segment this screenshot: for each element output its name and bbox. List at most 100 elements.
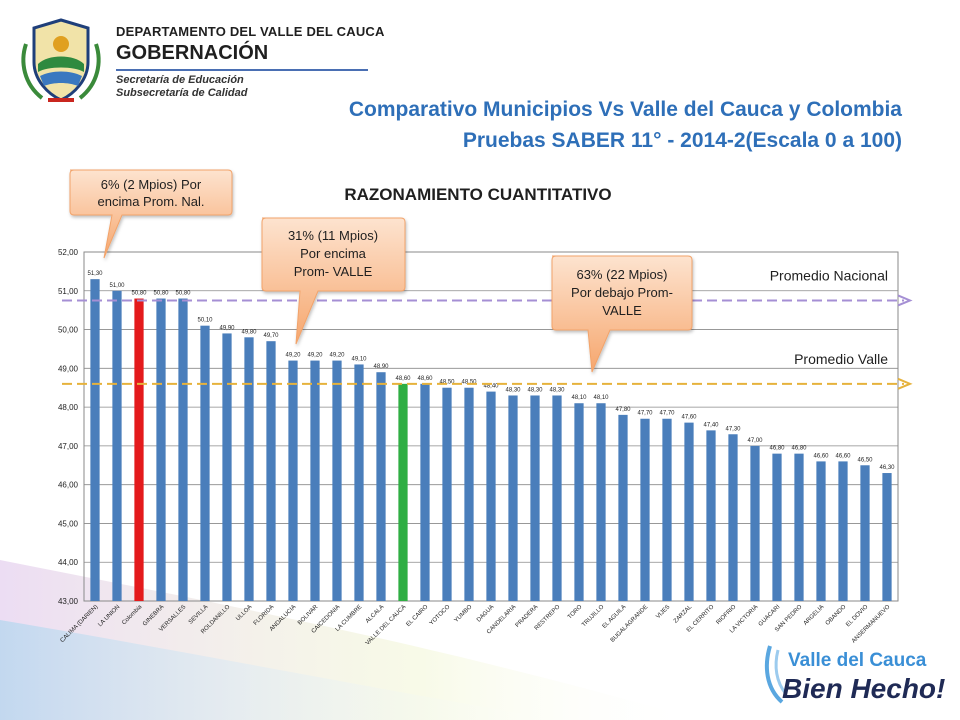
- bar: [882, 473, 892, 601]
- bar: [354, 364, 364, 601]
- bar-value-label: 50,80: [175, 291, 191, 297]
- bar-value-label: 46,60: [813, 453, 829, 459]
- svg-text:Valle del Cauca: Valle del Cauca: [788, 650, 927, 671]
- bar: [90, 279, 100, 601]
- bar-value-label: 49,20: [285, 353, 301, 359]
- reference-arrow-icon: [897, 294, 913, 307]
- bar-value-label: 48,60: [417, 376, 433, 382]
- bar: [200, 325, 210, 601]
- callout-3-line2: Por debajo Prom-: [571, 285, 673, 300]
- x-tick-label: YOTOCO: [429, 604, 452, 627]
- slide-title-line2: Pruebas SABER 11° - 2014-2(Escala 0 a 10…: [462, 129, 902, 152]
- svg-text:Bien Hecho!: Bien Hecho!: [782, 673, 945, 704]
- bar: [596, 403, 606, 601]
- bar-value-label: 51,00: [109, 283, 125, 289]
- bar-value-label: 50,80: [153, 291, 169, 297]
- x-tick-label: RIOFRIO: [715, 604, 737, 626]
- y-axis: 43,00 44,00 45,00 46,00 47,00 48,00 49,00 50,00…: [58, 248, 79, 606]
- bar-value-label: 48,50: [439, 380, 455, 386]
- bar: [266, 341, 276, 601]
- x-tick-label: YUMBO: [454, 604, 474, 624]
- bar: [332, 360, 342, 601]
- x-tick-label: VIJES: [655, 604, 671, 620]
- x-tick-label: ZARZAL: [673, 604, 694, 625]
- y-tick-label: 50,00: [58, 326, 79, 335]
- bar: [222, 333, 232, 601]
- y-tick-label: 47,00: [58, 442, 79, 451]
- y-tick-label: 44,00: [58, 558, 79, 567]
- bar: [530, 395, 540, 601]
- bar-value-label: 48,10: [571, 395, 587, 401]
- slide-title-line1: Comparativo Municipios Vs Valle del Cauc…: [348, 98, 902, 121]
- bar-value-label: 49,70: [263, 333, 279, 339]
- bar-value-label: 48,50: [461, 380, 477, 386]
- bar: [640, 418, 650, 601]
- bar: [794, 453, 804, 601]
- bar: [398, 383, 408, 601]
- y-tick-label: 45,00: [58, 519, 79, 528]
- bar: [486, 391, 496, 601]
- bar-value-label: 47,60: [681, 415, 697, 421]
- bar: [508, 395, 518, 601]
- gobernacion-name: GOBERNACIÓN: [116, 42, 269, 64]
- x-tick-label: OBANDO: [825, 604, 848, 627]
- callout-2-line2: Por encima: [300, 246, 367, 261]
- slide-title: Comparativo Municipios Vs Valle del Cauc…: [349, 94, 902, 156]
- callout-3: [551, 255, 693, 373]
- bar: [310, 360, 320, 601]
- bar-value-label: 49,20: [307, 353, 323, 359]
- callout-3-line1: 63% (22 Mpios): [576, 267, 667, 282]
- bar-value-label: 49,10: [351, 356, 367, 362]
- y-tick-label: 46,00: [58, 481, 79, 490]
- callout-2-line1: 31% (11 Mpios): [288, 228, 378, 243]
- bar-value-label: 46,80: [769, 446, 785, 452]
- bar-value-label: 47,70: [637, 411, 653, 417]
- x-tick-label: ARGELIA: [803, 604, 826, 627]
- bar: [288, 360, 298, 601]
- reference-line-label: Promedio Nacional: [770, 267, 888, 283]
- y-tick-label: 52,00: [58, 248, 79, 257]
- reference-arrow-icon: [897, 377, 913, 390]
- bar: [552, 395, 562, 601]
- bar: [244, 337, 254, 601]
- bar-value-label: 46,60: [835, 453, 851, 459]
- secretaria-label: Secretaría de Educación: [116, 74, 244, 86]
- bar-value-label: 49,80: [241, 329, 257, 335]
- bar-value-label: 47,00: [747, 438, 763, 444]
- bar-value-label: 48,30: [549, 387, 565, 393]
- callout-2-line3: Prom- VALLE: [294, 264, 373, 279]
- bar: [772, 453, 782, 601]
- bar: [618, 414, 628, 601]
- bar-value-label: 47,70: [659, 411, 675, 417]
- value-labels: 51,30 51,00 50,80 50,80 50,80 50,10 49,90 49,80…: [87, 271, 895, 471]
- y-tick-label: 48,00: [58, 403, 79, 412]
- x-tick-label: FLORIDA: [253, 604, 276, 627]
- department-name: DEPARTAMENTO DEL VALLE DEL CAUCA: [116, 24, 385, 39]
- bar-value-label: 50,10: [197, 318, 213, 324]
- bar-value-label: 47,80: [615, 407, 631, 413]
- bar-value-label: 48,30: [527, 387, 543, 393]
- bar: [838, 461, 848, 601]
- bar: [442, 387, 452, 601]
- subsecretaria-label: Subsecretaría de Calidad: [116, 87, 248, 99]
- x-tick-label: VALLE DEL CAUCA: [365, 604, 407, 646]
- x-tick-label: SEVILLA: [188, 604, 209, 625]
- callout-1: [69, 169, 233, 259]
- bar-value-label: 49,90: [219, 325, 235, 331]
- bars: [90, 279, 892, 601]
- x-tick-label: LA UNION: [97, 604, 121, 628]
- x-tick-label: ALCALA: [365, 604, 386, 625]
- bar-value-label: 48,90: [373, 364, 389, 370]
- header-block: DEPARTAMENTO DEL VALLE DEL CAUCA GOBERNA…: [18, 14, 384, 104]
- bar-value-label: 46,80: [791, 446, 807, 452]
- department-crest-icon: [21, 18, 101, 102]
- bar-value-label: 46,50: [857, 457, 873, 463]
- y-tick-label: 51,00: [58, 287, 79, 296]
- callout-1-line2: encima Prom. Nal.: [98, 194, 205, 209]
- callout-1-line1: 6% (2 Mpios) Por: [101, 177, 202, 192]
- x-tick-label: TORO: [567, 604, 584, 621]
- x-tick-label: BUGALAGRANDE: [610, 604, 650, 644]
- bar: [728, 434, 738, 601]
